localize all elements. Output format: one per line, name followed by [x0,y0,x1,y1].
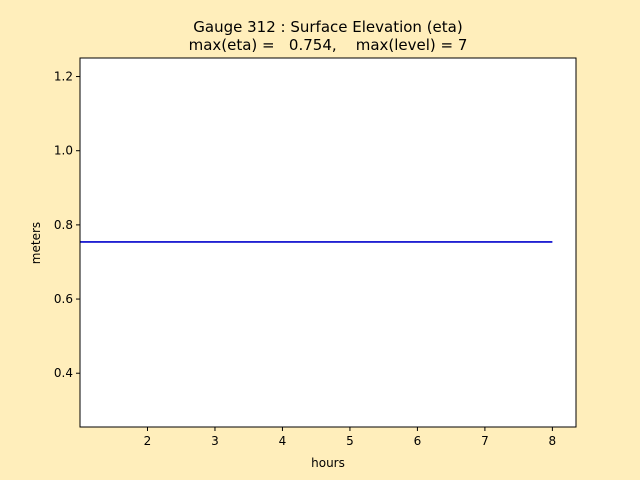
x-axis-label: hours [311,456,345,470]
x-tick-label: 5 [346,434,354,448]
y-tick-label: 0.8 [54,218,73,232]
y-tick-label: 1.2 [54,70,73,84]
x-tick-label: 4 [279,434,287,448]
x-tick-label: 7 [481,434,489,448]
chart-subtitle: max(eta) = 0.754, max(level) = 7 [189,36,468,54]
x-tick-label: 3 [211,434,219,448]
y-axis-label: meters [29,222,43,264]
x-tick-label: 8 [549,434,557,448]
y-tick-label: 0.4 [54,366,73,380]
chart-title: Gauge 312 : Surface Elevation (eta) [193,18,462,36]
y-axis-ticks: 0.4 0.6 0.8 1.0 1.2 [54,70,80,380]
x-tick-label: 6 [414,434,422,448]
x-axis-ticks: 2 3 4 5 6 7 8 [144,427,557,448]
plot-frame [79,57,577,428]
y-tick-label: 0.6 [54,292,73,306]
y-tick-label: 1.0 [54,144,73,158]
x-tick-label: 2 [144,434,152,448]
